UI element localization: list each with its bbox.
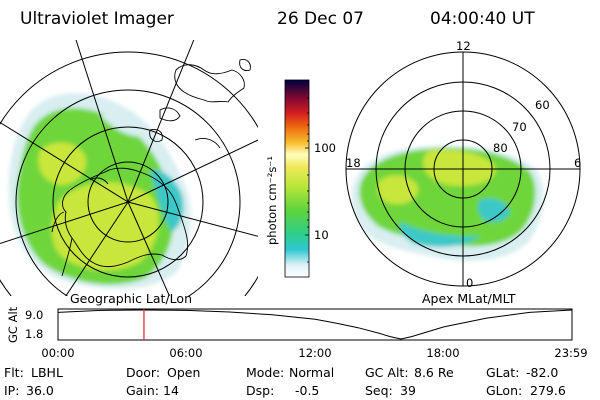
- mlat-label-70: 70: [512, 120, 527, 134]
- gain-label: Gain:: [126, 383, 159, 398]
- glat-label: GLat:: [486, 365, 519, 380]
- ip-label: IP:: [4, 383, 19, 398]
- mlt-meridians: [346, 52, 580, 286]
- coastlines: [51, 59, 251, 277]
- filter-value: LBHL: [31, 365, 63, 380]
- mode-value: Normal: [289, 365, 334, 380]
- geographic-map: [0, 40, 258, 296]
- mlt-label-0: 0: [466, 276, 473, 290]
- mlt-label-18: 18: [346, 156, 361, 170]
- gc-alt-label: GC Alt:: [365, 365, 409, 380]
- colorbar-tick-100: 100: [314, 141, 336, 155]
- gc-altitude-chart: GC Alt 9.0 1.8 00:00 06:00 12:00 18:00 2…: [6, 306, 588, 360]
- mlt-label-6: 6: [574, 156, 581, 170]
- colorbar-tick-10: 10: [314, 228, 329, 242]
- image-date: 26 Dec 07: [277, 9, 364, 29]
- right-panel-label: Apex MLat/MLT: [422, 291, 516, 306]
- seq-value: 39: [400, 383, 416, 398]
- dsp-label: Dsp:: [246, 383, 274, 398]
- glon-value: 279.6: [530, 383, 566, 398]
- x-tick-label: 18:00: [426, 346, 459, 360]
- ip-value: 36.0: [26, 383, 54, 398]
- magnetic-polar-plot: 12 18 6 0 60 70 80: [345, 39, 581, 290]
- door-value: Open: [167, 365, 200, 380]
- image-time: 04:00:40 UT: [430, 9, 535, 29]
- filter-label: Flt:: [4, 365, 24, 380]
- mlat-label-80: 80: [493, 141, 508, 155]
- gc-altitude-line: [57, 309, 573, 340]
- mode-label: Mode:: [246, 365, 284, 380]
- y-tick-label-1-8: 1.8: [25, 327, 43, 341]
- lat-circles: [0, 51, 258, 296]
- y-tick-label-9: 9.0: [25, 308, 43, 322]
- left-panel-label: Geographic Lat/Lon: [70, 291, 192, 306]
- door-label: Door:: [126, 365, 160, 380]
- instrument-title: Ultraviolet Imager: [20, 9, 174, 29]
- x-tick-label: 06:00: [169, 346, 202, 360]
- status-block: Flt: LBHL Door: Open Mode: Normal GC Alt…: [4, 365, 566, 398]
- mlat-label-60: 60: [535, 98, 550, 112]
- colorbar-unit-label: photon cm⁻²s⁻¹: [265, 156, 279, 245]
- aurora-emission-geo: [8, 93, 191, 289]
- x-tick-label: 00:00: [41, 346, 74, 360]
- seq-label: Seq:: [365, 383, 393, 398]
- lon-meridians: [0, 40, 258, 296]
- gain-value: 14: [163, 383, 179, 398]
- glat-value: -82.0: [526, 365, 558, 380]
- mlt-label-12: 12: [456, 39, 471, 53]
- glon-label: GLon:: [486, 383, 522, 398]
- chart-frame: [57, 308, 573, 341]
- colorbar: [284, 79, 310, 278]
- aurora-emission-mag: [351, 145, 544, 261]
- gc-alt-value: 8.6 Re: [414, 365, 454, 380]
- dsp-value: -0.5: [295, 383, 319, 398]
- y-axis-label: GC Alt: [6, 306, 20, 343]
- x-tick-label: 12:00: [298, 346, 331, 360]
- x-tick-label: 23:59: [554, 346, 587, 360]
- colorbar-ticks: [305, 97, 309, 263]
